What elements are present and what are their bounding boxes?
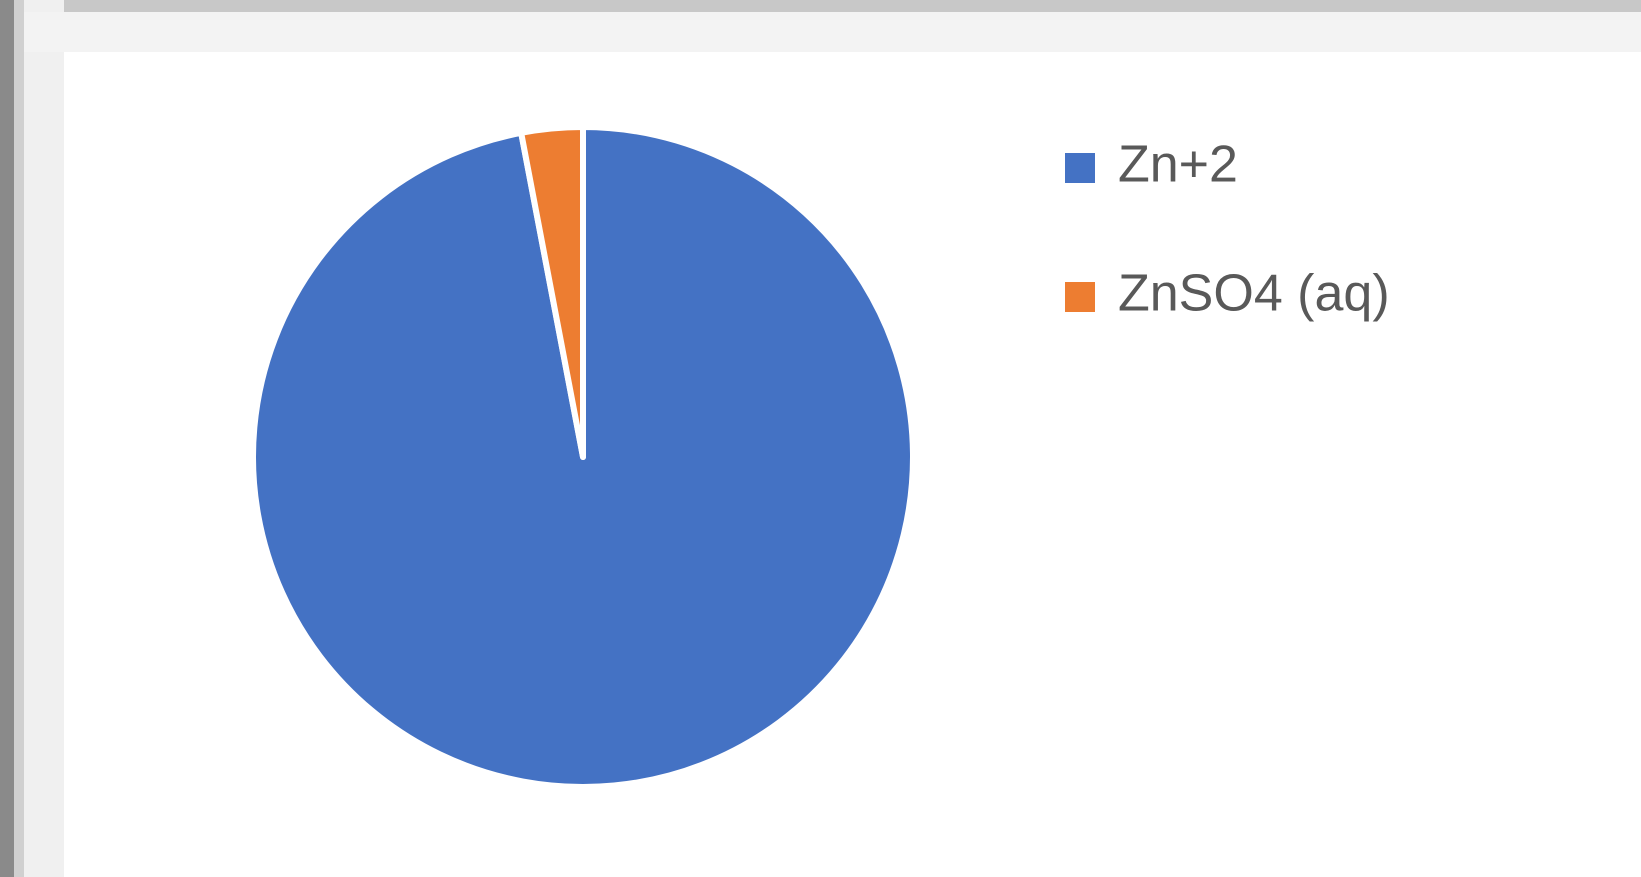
pie [250,124,916,790]
legend-swatch [1065,153,1095,183]
left-shadow [24,0,64,877]
legend-label: ZnSO4 (aq) [1118,265,1390,323]
left-border [0,0,14,877]
legend-swatch [1065,282,1095,312]
top-shadow [24,12,1641,52]
legend: Zn+2 ZnSO4 (aq) [1065,136,1390,323]
top-border [0,0,1641,12]
left-border-inner [14,0,24,877]
pie-slice [518,124,586,460]
legend-label: Zn+2 [1118,136,1238,194]
